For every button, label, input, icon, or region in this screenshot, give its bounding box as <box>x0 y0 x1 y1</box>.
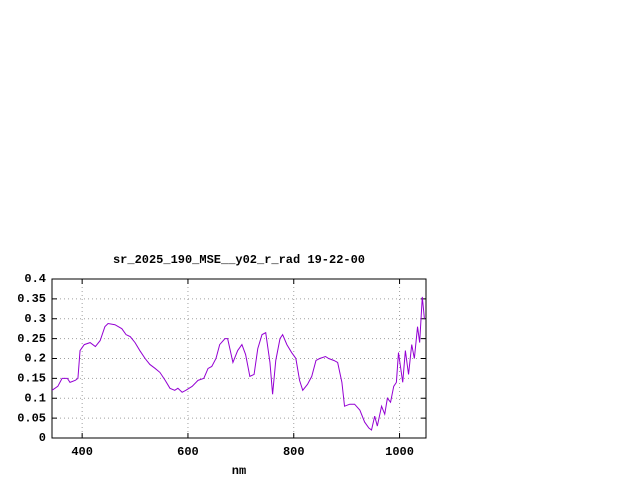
y-tick-label: 0.2 <box>24 352 46 366</box>
y-tick-label: 0.3 <box>24 312 46 326</box>
x-tick-label: 1000 <box>385 445 414 459</box>
x-tick-label: 800 <box>283 445 305 459</box>
plot-border <box>51 278 427 439</box>
x-axis-label: nm <box>232 464 246 478</box>
y-tick-label: 0.1 <box>24 391 46 405</box>
data-line <box>51 296 425 431</box>
y-tick-label: 0.15 <box>17 372 46 386</box>
y-tick-label: 0.4 <box>24 272 46 286</box>
chart-title: sr_2025_190_MSE__y02_r_rad 19-22-00 <box>113 253 365 267</box>
y-tick-label: 0.35 <box>17 292 46 306</box>
y-tick-label: 0.25 <box>17 332 46 346</box>
x-tick-label: 400 <box>71 445 93 459</box>
x-tick-label: 600 <box>177 445 199 459</box>
y-tick-label: 0.05 <box>17 411 46 425</box>
y-tick-label: 0 <box>39 431 46 445</box>
